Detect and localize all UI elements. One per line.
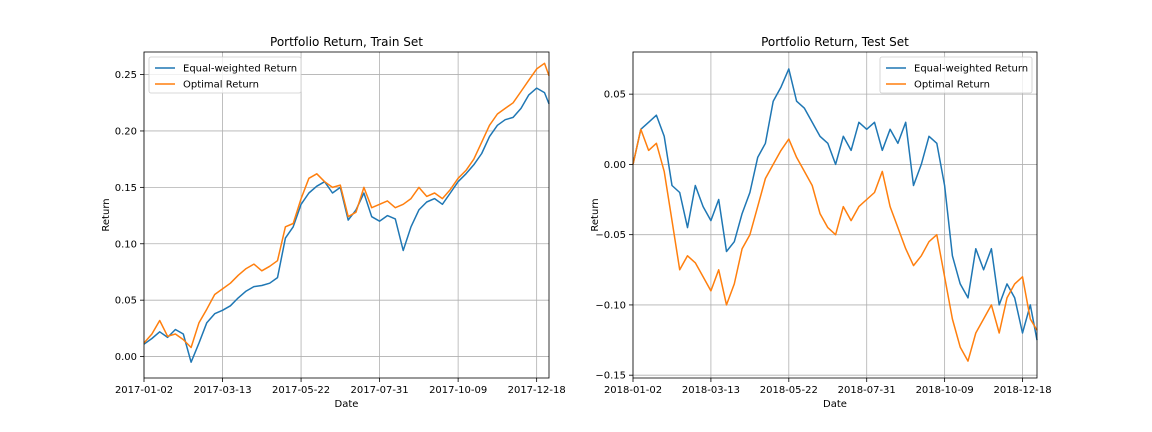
y-tick-label: 0.15 [115, 183, 137, 194]
x-tick-label: 2018-01-02 [604, 385, 662, 396]
plot-frame [632, 51, 1038, 379]
series-line-equal-weighted [143, 87, 550, 363]
x-tick-label: 2018-05-22 [760, 385, 818, 396]
plot-frame [143, 51, 550, 379]
legend-box [879, 56, 1033, 94]
legend: Equal-weighted Return Optimal Return [879, 56, 1033, 94]
y-tick-label: −0.15 [595, 371, 626, 382]
y-tick-label: 0.25 [115, 70, 137, 81]
y-tick-label: 0.05 [604, 90, 626, 101]
legend-label-optimal: Optimal Return [914, 80, 990, 91]
y-tick-label: −0.10 [595, 300, 626, 311]
y-tick-label: 0.00 [604, 160, 626, 171]
y-axis-title: Return [101, 198, 112, 231]
legend-box [148, 56, 302, 94]
test-chart: 2018-01-02 2018-03-13 2018-05-22 2018-07-31… [590, 35, 1052, 410]
legend-label-equal-weighted: Equal-weighted Return [914, 64, 1028, 75]
series-line-equal-weighted [632, 68, 1038, 341]
y-axis-title: Return [590, 198, 601, 231]
x-tick-label: 2018-10-09 [916, 385, 974, 396]
legend-label-optimal: Optimal Return [183, 80, 259, 91]
x-axis-title: Date [823, 399, 847, 410]
y-tick-label: 0.20 [115, 126, 137, 137]
y-tick-label: 0.05 [115, 296, 137, 307]
y-tick-label: 0.10 [115, 239, 137, 250]
chart-title: Portfolio Return, Train Set [270, 35, 423, 49]
x-axis-title: Date [335, 399, 359, 410]
x-tick-label: 2018-12-18 [993, 385, 1051, 396]
legend-label-equal-weighted: Equal-weighted Return [183, 64, 297, 75]
x-tick-label: 2017-10-09 [429, 385, 487, 396]
x-tick-label: 2018-03-13 [682, 385, 740, 396]
y-tick-label: −0.05 [595, 230, 626, 241]
chart-title: Portfolio Return, Test Set [761, 35, 909, 49]
series-line-optimal [632, 128, 1038, 362]
y-tick-label: 0.00 [115, 352, 137, 363]
x-tick-label: 2017-07-31 [351, 385, 409, 396]
train-chart: 2017-01-02 2017-03-13 2017-05-22 2017-07-31… [101, 35, 566, 410]
x-tick-label: 2017-01-02 [115, 385, 173, 396]
x-tick-label: 2017-12-18 [508, 385, 566, 396]
x-tick-label: 2017-05-22 [272, 385, 330, 396]
x-tick-label: 2018-07-31 [838, 385, 896, 396]
legend: Equal-weighted Return Optimal Return [148, 56, 302, 94]
series-line-optimal [143, 62, 550, 349]
x-tick-label: 2017-03-13 [193, 385, 251, 396]
